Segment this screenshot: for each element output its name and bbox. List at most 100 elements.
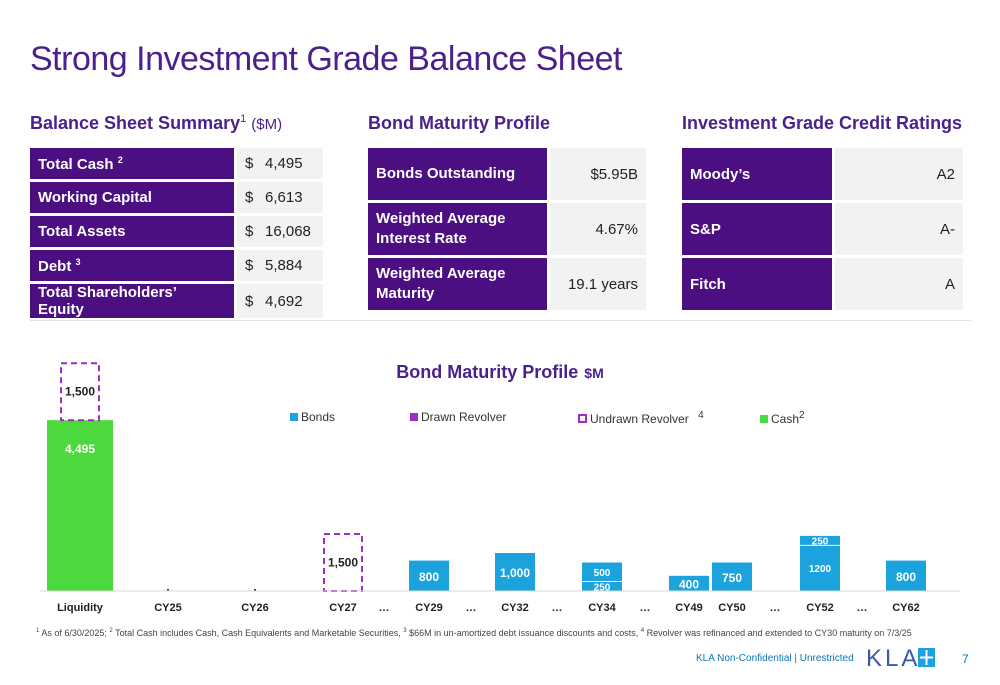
bar-bonds-cy49: [669, 575, 709, 591]
section-divider: [30, 320, 972, 321]
footnote-text: Revolver was refinanced and extended to …: [644, 628, 912, 638]
row-label: Total Cash: [38, 155, 114, 173]
table-row: Working Capital $6,613: [30, 180, 323, 216]
data-label-undrawn-revolver: 1,500: [328, 556, 358, 570]
x-tick-label: CY27: [329, 602, 357, 614]
legend-item-cash: Cash2: [760, 410, 805, 426]
row-value: A-: [832, 201, 963, 258]
table-row: Total Assets $16,068: [30, 214, 323, 250]
currency-sign: $: [245, 292, 254, 310]
bar-cash-liquidity: [47, 420, 113, 591]
x-tick-label: CY34: [588, 602, 616, 614]
row-label: Debt: [38, 257, 72, 275]
x-tick-label: CY26: [241, 602, 269, 614]
bar-bonds-cy52-seg0: [800, 545, 840, 591]
footnote-sup: 1: [36, 628, 40, 634]
legend-label: Bonds: [301, 410, 336, 424]
row-value: A: [832, 256, 963, 313]
classification-label: KLA Non-Confidential | Unrestricted: [696, 653, 854, 664]
x-tick-label: CY62: [892, 602, 920, 614]
balance-sheet-heading-unit: ($M): [251, 116, 283, 133]
row-value: 6,613: [265, 189, 303, 206]
footnote-sup: 3: [403, 628, 407, 634]
table-row: Debt 3 $5,884: [30, 248, 323, 284]
page-number: 7: [962, 652, 969, 666]
row-value: 16,068: [265, 223, 311, 240]
logo-plus-h: [920, 656, 933, 659]
data-label-bonds: 800: [419, 570, 439, 584]
footnote-sup: 4: [640, 628, 645, 634]
row-value: 4,495: [265, 155, 303, 172]
currency-sign: $: [245, 223, 254, 240]
balance-sheet-table: Total Cash 2 $4,495 Working Capital $6,613…: [30, 148, 323, 321]
logo-text: KLA: [866, 645, 920, 671]
x-tick-label: CY52: [806, 602, 834, 614]
x-tick-label: Liquidity: [57, 602, 104, 614]
footnote-text: $66M in un-amortized debt issuance disco…: [406, 628, 641, 638]
table-row: Total Shareholders’ Equity $4,692: [30, 282, 323, 321]
bar-bonds-cy62: [886, 560, 926, 591]
legend-sup: 4: [698, 410, 704, 421]
row-value: A2: [832, 148, 963, 203]
legend-swatch: [410, 413, 418, 421]
table-row: Moody’s A2: [682, 148, 963, 203]
data-label-bonds: 400: [679, 577, 699, 591]
row-label-sup: 2: [117, 154, 123, 165]
credit-ratings-table: Moody’s A2 S&P A- Fitch A: [682, 148, 963, 313]
currency-sign: $: [245, 155, 254, 172]
row-value: 5,884: [265, 257, 303, 274]
x-tick-label: CY49: [675, 602, 703, 614]
balance-sheet-heading-text: Balance Sheet Summary: [30, 113, 241, 133]
table-row: Weighted Average Maturity 19.1 years: [368, 256, 646, 313]
x-tick-label: …: [640, 602, 651, 614]
bar-bonds-cy52-seg1: [800, 535, 840, 546]
bar-bonds-cy32: [495, 553, 535, 591]
x-tick-label: CY29: [415, 602, 443, 614]
zero-stub-cy26: [254, 589, 256, 591]
row-label: Weighted Average Maturity: [368, 256, 549, 313]
footnote-text: Total Cash includes Cash, Cash Equivalen…: [112, 628, 404, 638]
x-tick-label: …: [379, 602, 390, 614]
x-tick-label: CY50: [718, 602, 746, 614]
credit-ratings-heading: Investment Grade Credit Ratings: [682, 113, 963, 133]
legend-swatch: [760, 415, 768, 423]
balance-sheet-heading-sup: 1: [240, 113, 247, 125]
x-tick-label: …: [857, 602, 868, 614]
table-row: Bonds Outstanding $5.95B: [368, 148, 646, 203]
x-tick-label: CY25: [154, 602, 182, 614]
data-label-undrawn-revolver: 1,500: [65, 385, 95, 399]
chart-x-ticks: Liquidity CY25 CY26 CY27 … CY29 … CY32 … CY34 … CY4…: [57, 602, 920, 614]
kla-logo: KLA: [866, 645, 935, 671]
chart-title: Bond Maturity Profile $M: [396, 362, 603, 382]
bond-maturity-chart: Bond Maturity Profile $M 4,495 1,500 1,500 8…: [40, 362, 960, 614]
bar-undrawn-revolver-liquidity: [60, 362, 100, 422]
bar-bonds-cy34-seg0: [582, 581, 622, 591]
data-label-cash: 4,495: [65, 442, 95, 456]
legend-label: Undrawn Revolver: [590, 412, 689, 426]
data-label-bonds: 500: [594, 568, 611, 579]
data-label-bonds: 750: [722, 571, 742, 585]
bar-bonds-cy50: [712, 562, 752, 591]
footnote-text: As of 6/30/2025;: [39, 628, 110, 638]
row-label: Total Assets: [38, 223, 126, 240]
footnote-sup: 2: [109, 628, 113, 634]
x-tick-label: CY32: [501, 602, 529, 614]
legend-swatch: [290, 413, 298, 421]
x-tick-label: …: [466, 602, 477, 614]
row-value: $5.95B: [547, 148, 646, 203]
data-label-bonds: 250: [812, 537, 829, 548]
zero-stub-cy25: [167, 589, 169, 591]
chart-title-unit: $M: [584, 365, 603, 381]
row-label: Fitch: [682, 256, 834, 313]
row-label: S&P: [682, 201, 834, 258]
legend-item-undrawn-revolver: Undrawn Revolver 4: [578, 410, 704, 426]
legend-label: Drawn Revolver: [421, 410, 507, 424]
data-label-bonds: 1,000: [500, 566, 530, 580]
chart-bars: 4,495 1,500 1,500 800 1,000 250 500 400 750 1200 2…: [40, 362, 960, 593]
row-value: 4,692: [265, 292, 303, 310]
footnote: 1 As of 6/30/2025; 2 Total Cash includes…: [36, 628, 912, 638]
row-label: Moody’s: [682, 148, 834, 203]
row-label: Total Shareholders’ Equity: [38, 284, 177, 318]
bond-profile-heading: Bond Maturity Profile: [368, 113, 551, 133]
bar-bonds-cy34-seg1: [582, 562, 622, 582]
